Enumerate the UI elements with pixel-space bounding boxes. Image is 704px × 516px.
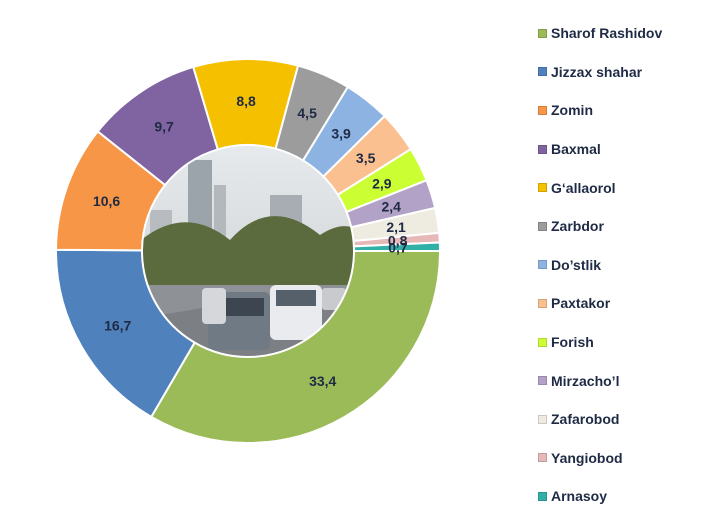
legend-label: Do’stlik [551, 256, 602, 273]
slice-sharof-rashidov [149, 250, 442, 444]
legend-label: Zafarobod [551, 411, 620, 428]
donut-chart: 33,4 16,7 10,6 9,7 8,8 4,5 3,9 3,5 2,9 2,4 2,10,80… [54, 58, 442, 444]
legend-item-baxmal: Baxmal [538, 130, 704, 169]
legend-item-zafarobod: Zafarobod [538, 400, 704, 439]
legend-item-g-allaorol: G‘allaorol [538, 168, 704, 207]
legend-swatch [538, 260, 547, 270]
legend-swatch [538, 491, 547, 501]
legend-item-yangiobod: Yangiobod [538, 439, 704, 478]
legend-item-sharof-rashidov: Sharof Rashidov [538, 14, 704, 53]
slice-arnasoy [352, 241, 442, 252]
value-label-zarbdor: 4,5 [297, 105, 317, 121]
legend-swatch [538, 105, 547, 115]
slice-jizzax-shahar [55, 248, 196, 419]
value-label-zafarobod: 2,1 [386, 219, 406, 235]
legend-item-paxtakor: Paxtakor [538, 284, 704, 323]
legend-swatch [538, 337, 547, 347]
legend-item-mirzacho-l: Mirzacho’l [538, 361, 704, 400]
legend-label: Forish [551, 334, 594, 351]
legend-label: Yangiobod [551, 449, 623, 466]
legend-label: Zomin [551, 102, 593, 119]
value-label-zomin: 10,6 [93, 193, 120, 209]
value-label-mirzacho-l: 2,4 [381, 198, 401, 214]
value-label-sharof-rashidov: 33,4 [309, 373, 336, 389]
legend-item-arnasoy: Arnasoy [538, 477, 704, 516]
legend-swatch [538, 183, 547, 193]
legend-swatch [538, 376, 547, 386]
legend: Sharof Rashidov Jizzax shahar Zomin Baxmal G… [538, 14, 704, 516]
legend-label: Zarbdor [551, 218, 604, 235]
donut-value-labels: 33,4 16,7 10,6 9,7 8,8 4,5 3,9 3,5 2,9 2,4 2,10,80… [93, 93, 408, 389]
value-label-do-stlik: 3,9 [331, 125, 351, 141]
legend-label: Jizzax shahar [551, 63, 643, 80]
legend-swatch [538, 414, 547, 424]
value-label-paxtakor: 3,5 [356, 150, 376, 166]
value-label-baxmal: 9,7 [154, 119, 174, 135]
value-label-jizzax-shahar: 16,7 [104, 317, 131, 333]
legend-swatch [538, 28, 547, 38]
legend-swatch [538, 298, 547, 308]
legend-label: Baxmal [551, 141, 601, 158]
donut-slices [54, 58, 442, 444]
value-label-arnasoy: 0,7 [388, 240, 408, 256]
legend-swatch [538, 144, 547, 154]
legend-swatch [538, 221, 547, 231]
legend-item-forish: Forish [538, 323, 704, 362]
legend-item-zomin: Zomin [538, 91, 704, 130]
legend-item-do-stlik: Do’stlik [538, 246, 704, 285]
value-label-g-allaorol: 8,8 [236, 93, 256, 109]
legend-label: G‘allaorol [551, 179, 616, 196]
value-label-forish: 2,9 [372, 175, 392, 191]
legend-item-zarbdor: Zarbdor [538, 207, 704, 246]
legend-item-jizzax-shahar: Jizzax shahar [538, 53, 704, 92]
legend-label: Paxtakor [551, 295, 611, 312]
legend-swatch [538, 453, 547, 463]
legend-swatch [538, 67, 547, 77]
legend-label: Sharof Rashidov [551, 25, 663, 42]
value-label-yangiobod: 0,8 [388, 233, 408, 249]
legend-label: Arnasoy [551, 488, 608, 505]
legend-label: Mirzacho’l [551, 372, 620, 389]
